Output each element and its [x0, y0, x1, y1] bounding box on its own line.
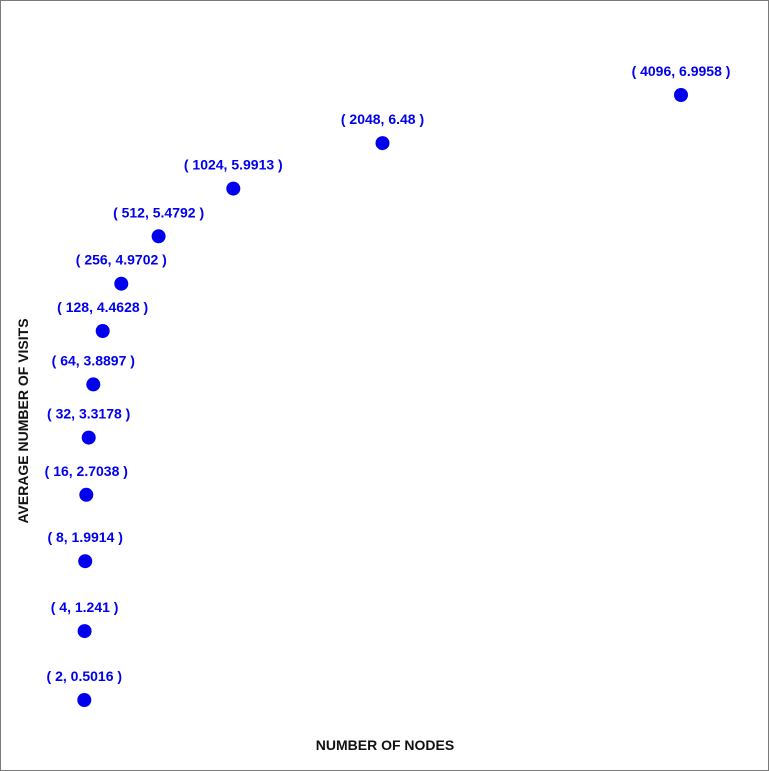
data-label-512: ( 512, 5.4792 ) [113, 204, 204, 220]
data-point-1024 [226, 181, 241, 196]
data-label-16: ( 16, 2.7038 ) [45, 463, 128, 479]
data-point-128 [95, 324, 110, 338]
data-point-32 [81, 430, 96, 445]
data-label-32: ( 32, 3.3178 ) [47, 406, 130, 422]
data-point-8 [78, 554, 93, 569]
data-point-2048 [375, 136, 390, 151]
x-axis-label: NUMBER OF NODES [316, 737, 454, 753]
data-label-2: ( 2, 0.5016 ) [47, 668, 123, 684]
data-point-512 [151, 229, 166, 244]
data-label-4096: ( 4096, 6.9958 ) [632, 63, 731, 79]
data-label-1024: ( 1024, 5.9913 ) [184, 157, 283, 173]
data-label-4: ( 4, 1.241 ) [51, 599, 119, 615]
data-point-2 [77, 693, 92, 707]
data-label-8: ( 8, 1.9914 ) [47, 529, 123, 545]
data-label-128: ( 128, 4.4628 ) [57, 299, 148, 315]
data-point-64 [86, 377, 101, 392]
data-label-2048: ( 2048, 6.48 ) [341, 111, 424, 127]
data-point-16 [79, 487, 94, 502]
data-point-256 [114, 276, 129, 291]
points-layer: ( 2, 0.5016 ) ( 4, 1.241 ) ( 8, 1.9914 ) ( … [45, 63, 731, 707]
y-axis-label: AVERAGE NUMBER OF VISITS [15, 318, 31, 523]
data-label-256: ( 256, 4.9702 ) [76, 252, 167, 268]
data-point-4 [77, 624, 92, 639]
data-point-4096 [674, 88, 688, 102]
data-label-64: ( 64, 3.8897 ) [52, 352, 135, 368]
